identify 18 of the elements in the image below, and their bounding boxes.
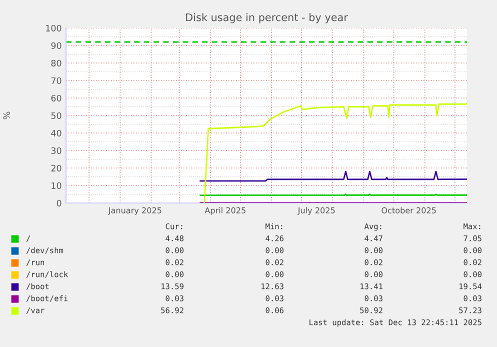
- x-tick-label: October 2025: [382, 207, 436, 214]
- x-tick-label: July 2025: [297, 207, 335, 215]
- y-tick-label: 30: [51, 147, 62, 154]
- y-tick-label: 70: [51, 77, 62, 84]
- y-tick-label: 50: [51, 112, 62, 119]
- y-tick-label: 40: [51, 130, 62, 136]
- x-tick-label: January 2025: [108, 207, 162, 215]
- y-tick-label: 80: [51, 60, 62, 66]
- y-tick-label: 10: [52, 182, 62, 189]
- y-tick-label: 60: [51, 94, 62, 102]
- y-tick-label: 100: [46, 24, 62, 32]
- x-tick-label: April 2025: [204, 207, 246, 215]
- chart-title: Disk usage in percent - by year: [186, 13, 348, 24]
- y-tick-label: 0: [56, 200, 62, 206]
- y-axis-title: %: [3, 112, 10, 120]
- y-tick-label: 90: [51, 42, 62, 49]
- y-tick-label: 20: [51, 164, 62, 172]
- line-series: [204, 102, 467, 203]
